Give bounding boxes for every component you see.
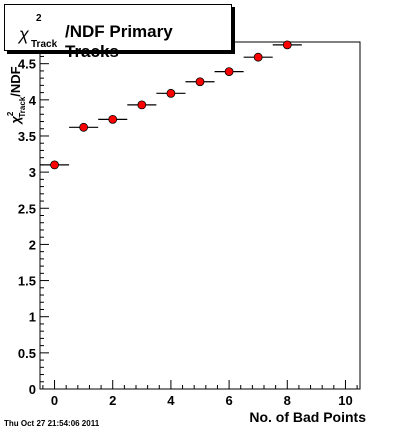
y-axis-label-superscript: 2 <box>6 111 15 116</box>
ticks <box>40 48 358 390</box>
data-point <box>108 114 118 124</box>
chart-title: χ 2 Track /NDF Primary Tracks <box>19 11 229 61</box>
title-symbol: χ <box>19 24 29 44</box>
data-point <box>50 160 59 170</box>
x-tick-label: 8 <box>284 393 291 408</box>
chart-title-box: χ 2 Track /NDF Primary Tracks <box>4 4 232 61</box>
x-axis-label: No. of Bad Points <box>249 409 366 425</box>
y-axis-label-rest: /NDF <box>8 66 23 96</box>
title-subscript: Track <box>31 39 58 50</box>
data-point <box>195 77 205 87</box>
y-tick-label: 0.5 <box>18 346 36 361</box>
y-tick-label: 2.5 <box>18 201 36 216</box>
data-point <box>224 67 234 77</box>
data-point <box>166 88 176 98</box>
data-point <box>253 52 263 62</box>
y-tick-label: 4.5 <box>18 57 36 72</box>
x-axis-label-group: No. of Bad Points <box>249 409 366 425</box>
tick-labels: 0 2 4 6 8 10 0 0.5 1 1.5 2 2.5 3 3.5 4 4.5 <box>18 57 353 408</box>
y-tick-label: 0 <box>29 382 36 397</box>
axes <box>39 41 361 390</box>
x-tick-label: 10 <box>338 393 352 408</box>
title-superscript: 2 <box>36 13 42 24</box>
y-tick-label: 2 <box>29 237 36 252</box>
x-tick-label: 6 <box>225 393 232 408</box>
footer-timestamp: Thu Oct 27 21:54:06 2011 <box>4 419 100 428</box>
y-tick-label: 1 <box>29 310 36 325</box>
data-point <box>137 100 147 110</box>
y-tick-label: 4 <box>29 93 37 108</box>
y-tick-label: 1.5 <box>18 274 36 289</box>
data-points <box>50 40 292 170</box>
y-axis-label-symbol: χ <box>8 116 23 126</box>
data-point <box>282 40 292 50</box>
x-tick-label: 2 <box>109 393 116 408</box>
x-tick-label: 0 <box>51 393 58 408</box>
data-point <box>79 122 89 132</box>
y-tick-label: 3.5 <box>18 129 36 144</box>
plot-frame <box>39 41 361 390</box>
title-rest: /NDF Primary Tracks <box>65 22 173 61</box>
x-tick-label: 4 <box>167 393 175 408</box>
y-axis-label-subscript: Track <box>18 96 27 117</box>
y-axis-label: χ2 Track/NDF <box>6 66 27 125</box>
y-tick-label: 3 <box>29 165 36 180</box>
